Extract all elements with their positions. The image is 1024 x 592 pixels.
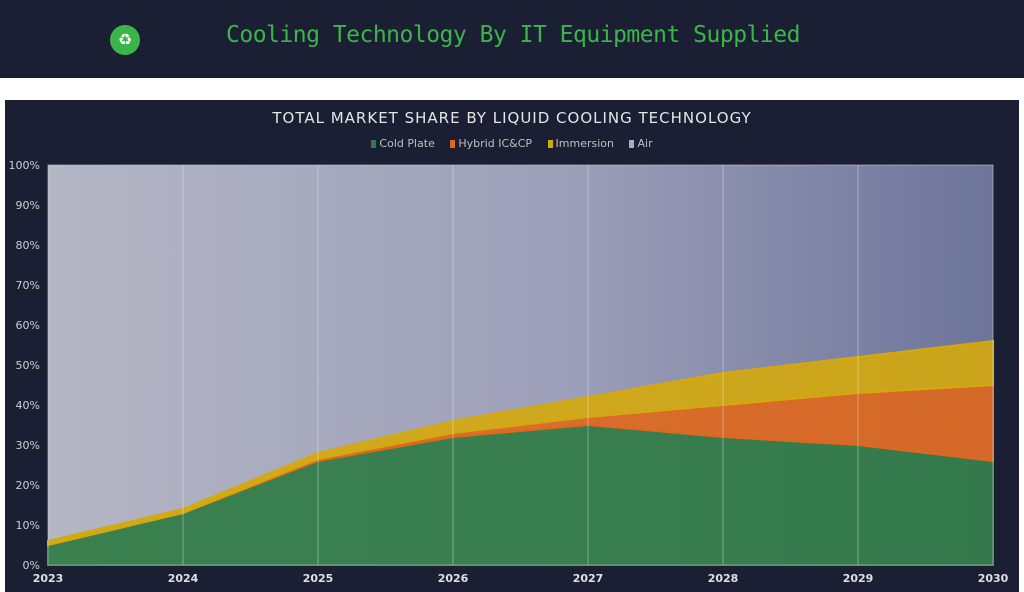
recycle-hands-icon: ♻ xyxy=(110,25,140,55)
y-tick-label: 70% xyxy=(16,279,40,292)
legend-label: Hybrid IC&CP xyxy=(458,137,533,150)
y-tick-label: 100% xyxy=(9,159,40,172)
x-tick-label: 2023 xyxy=(33,572,64,585)
x-tick-label: 2025 xyxy=(303,572,334,585)
legend-label: Cold Plate xyxy=(379,137,435,150)
legend-item-hybrid: Hybrid IC&CP xyxy=(450,137,532,150)
y-tick-label: 90% xyxy=(16,199,40,212)
chart-legend: Cold Plate Hybrid IC&CP Immersion Air xyxy=(5,137,1019,150)
legend-swatch xyxy=(450,140,456,148)
plot-border xyxy=(47,164,994,566)
legend-item-air: Air xyxy=(629,137,653,150)
y-tick-label: 80% xyxy=(16,239,40,252)
x-tick-label: 2030 xyxy=(978,572,1009,585)
legend-swatch xyxy=(547,140,553,148)
legend-label: Immersion xyxy=(555,137,614,150)
y-tick-label: 20% xyxy=(16,479,40,492)
chart-title: TOTAL MARKET SHARE BY LIQUID COOLING TEC… xyxy=(272,109,752,127)
x-tick-label: 2027 xyxy=(573,572,604,585)
x-tick-label: 2028 xyxy=(708,572,739,585)
legend-swatch xyxy=(371,140,377,148)
x-tick-label: 2024 xyxy=(168,572,199,585)
legend-swatch xyxy=(629,140,635,148)
x-tick-label: 2026 xyxy=(438,572,469,585)
legend-item-immersion: Immersion xyxy=(547,137,614,150)
y-tick-label: 10% xyxy=(16,519,40,532)
page-header: ♻ Cooling Technology By IT Equipment Sup… xyxy=(0,0,1024,78)
y-tick-label: 30% xyxy=(16,439,40,452)
page-title: Cooling Technology By IT Equipment Suppl… xyxy=(226,22,800,48)
y-tick-label: 0% xyxy=(23,559,40,572)
x-tick-label: 2029 xyxy=(843,572,874,585)
y-tick-label: 40% xyxy=(16,399,40,412)
legend-item-cold-plate: Cold Plate xyxy=(371,137,435,150)
y-tick-label: 60% xyxy=(16,319,40,332)
y-tick-label: 50% xyxy=(16,359,40,372)
legend-label: Air xyxy=(637,137,653,150)
